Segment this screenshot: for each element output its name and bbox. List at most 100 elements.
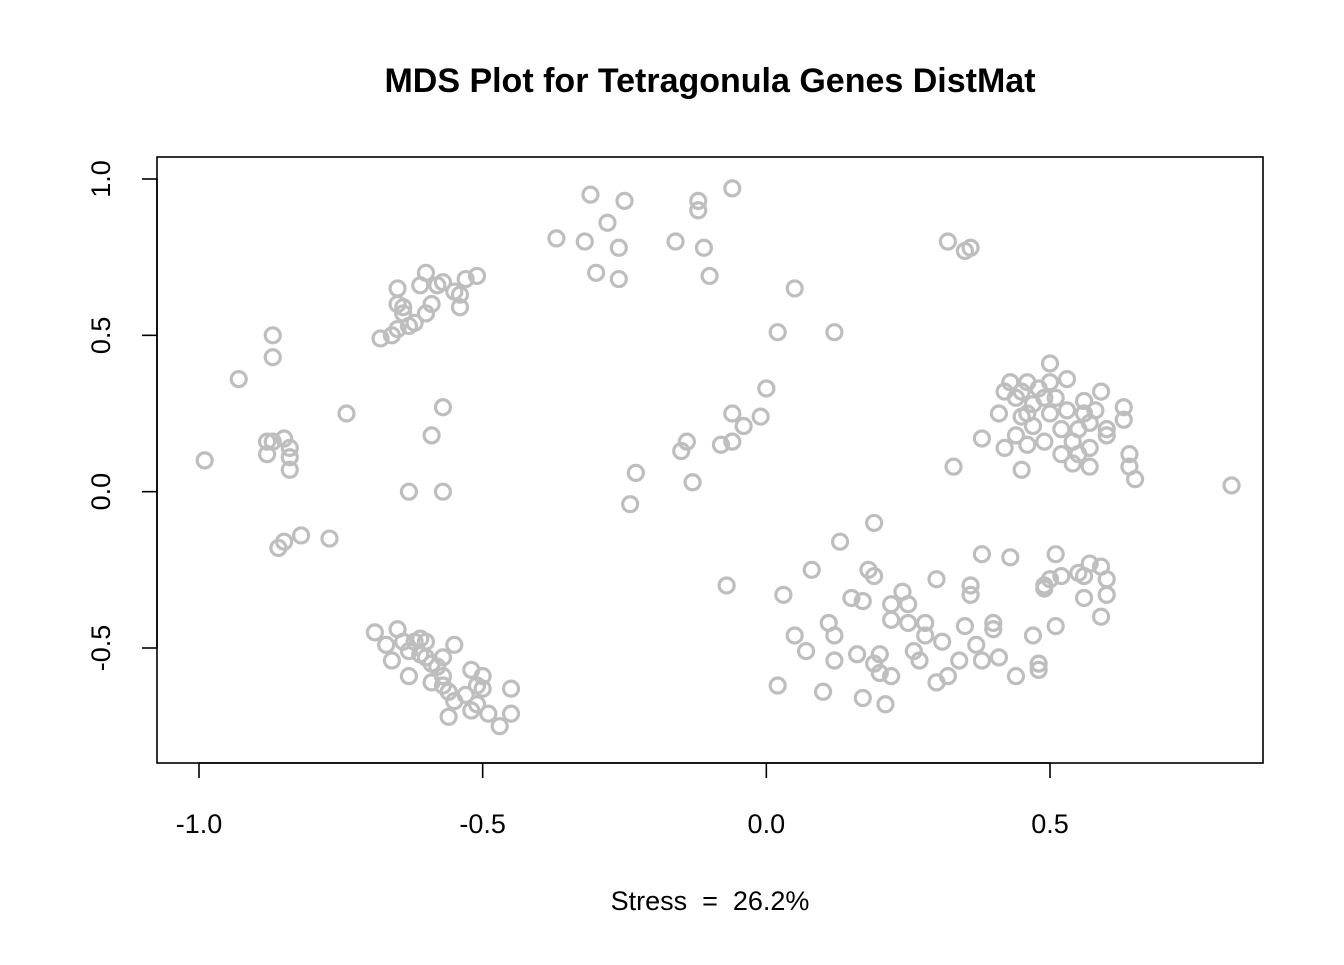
data-point — [757, 379, 776, 398]
data-point — [768, 323, 787, 342]
data-point — [717, 576, 736, 595]
data-point — [1018, 435, 1037, 454]
data-point — [853, 591, 872, 611]
data-point — [666, 232, 685, 251]
data-point — [467, 266, 487, 286]
data-point — [490, 717, 509, 736]
data-point — [825, 626, 844, 645]
data-point — [984, 620, 1003, 639]
data-point — [575, 232, 594, 251]
data-point — [621, 495, 640, 514]
data-point — [1091, 382, 1111, 401]
data-point — [1040, 404, 1060, 423]
y-axis: -0.5 0.0 0.5 1.0 — [86, 160, 158, 672]
data-point — [825, 323, 844, 342]
data-point — [433, 648, 453, 667]
data-point — [1040, 354, 1060, 373]
x-tick-label: 0.5 — [1031, 809, 1069, 839]
x-axis-label: Stress = 26.2% — [611, 886, 810, 916]
data-point — [910, 651, 929, 670]
data-point — [796, 642, 816, 661]
data-point — [547, 229, 566, 248]
data-point — [870, 663, 889, 683]
data-point — [1097, 570, 1116, 589]
y-tick-label: -0.5 — [86, 625, 116, 672]
data-point — [1001, 373, 1020, 392]
data-point — [1114, 410, 1133, 429]
data-point — [280, 460, 299, 479]
data-point — [689, 191, 708, 210]
y-tick-label: 1.0 — [86, 160, 116, 198]
data-point — [677, 432, 697, 451]
data-point — [1091, 607, 1111, 626]
data-point — [830, 532, 850, 551]
data-point — [785, 279, 804, 298]
data-point — [1023, 416, 1043, 436]
x-tick-label: -1.0 — [176, 809, 223, 839]
data-point — [1012, 460, 1031, 479]
data-point — [955, 617, 975, 636]
data-point — [700, 266, 719, 286]
data-point — [1046, 617, 1065, 636]
data-point — [1074, 588, 1094, 608]
data-point — [1074, 391, 1094, 411]
data-point — [1057, 370, 1077, 389]
data-point — [473, 667, 492, 686]
data-point — [439, 707, 458, 726]
data-point — [467, 695, 487, 714]
data-point — [433, 398, 453, 417]
data-point — [1029, 654, 1048, 673]
data-point — [825, 651, 844, 670]
data-point — [723, 179, 742, 198]
data-point — [581, 185, 600, 204]
data-point — [961, 576, 980, 595]
data-point — [371, 329, 390, 348]
data-point — [609, 238, 628, 257]
data-point — [433, 273, 453, 292]
data-point — [263, 326, 282, 345]
data-point — [774, 585, 793, 604]
x-axis: -1.0 -0.5 0.0 0.5 — [176, 762, 1069, 839]
data-point — [972, 651, 992, 670]
data-point — [1222, 476, 1241, 495]
data-point — [938, 667, 957, 686]
data-point — [899, 613, 918, 633]
data-point — [394, 298, 413, 317]
data-point — [399, 667, 419, 686]
data-point — [944, 457, 963, 476]
data-point — [1040, 570, 1060, 589]
data-point — [275, 532, 294, 551]
data-point — [1114, 398, 1133, 417]
data-point — [989, 404, 1009, 423]
data-point — [984, 613, 1003, 633]
data-point — [292, 526, 311, 545]
data-point — [865, 566, 884, 586]
data-point — [1080, 457, 1099, 476]
data-point — [1035, 432, 1054, 451]
data-point — [1035, 388, 1054, 407]
data-point — [933, 632, 952, 651]
data-point — [865, 513, 884, 533]
data-point — [995, 438, 1014, 457]
data-point — [626, 463, 645, 483]
data-point — [961, 585, 980, 604]
data-point — [882, 667, 901, 686]
y-tick-label: 0.0 — [86, 473, 116, 511]
data-point — [967, 635, 986, 654]
data-point — [365, 623, 384, 642]
data-point — [768, 676, 787, 695]
data-point — [989, 648, 1009, 667]
data-point — [1097, 426, 1116, 445]
data-point — [882, 610, 901, 629]
data-point — [1125, 470, 1145, 489]
data-point — [927, 570, 946, 589]
data-point — [882, 595, 901, 614]
data-point — [961, 238, 980, 257]
data-point — [848, 645, 867, 664]
data-point — [433, 667, 453, 686]
data-point — [1023, 626, 1043, 645]
data-point — [422, 294, 441, 314]
data-point — [388, 319, 407, 339]
data-point — [1040, 373, 1060, 392]
